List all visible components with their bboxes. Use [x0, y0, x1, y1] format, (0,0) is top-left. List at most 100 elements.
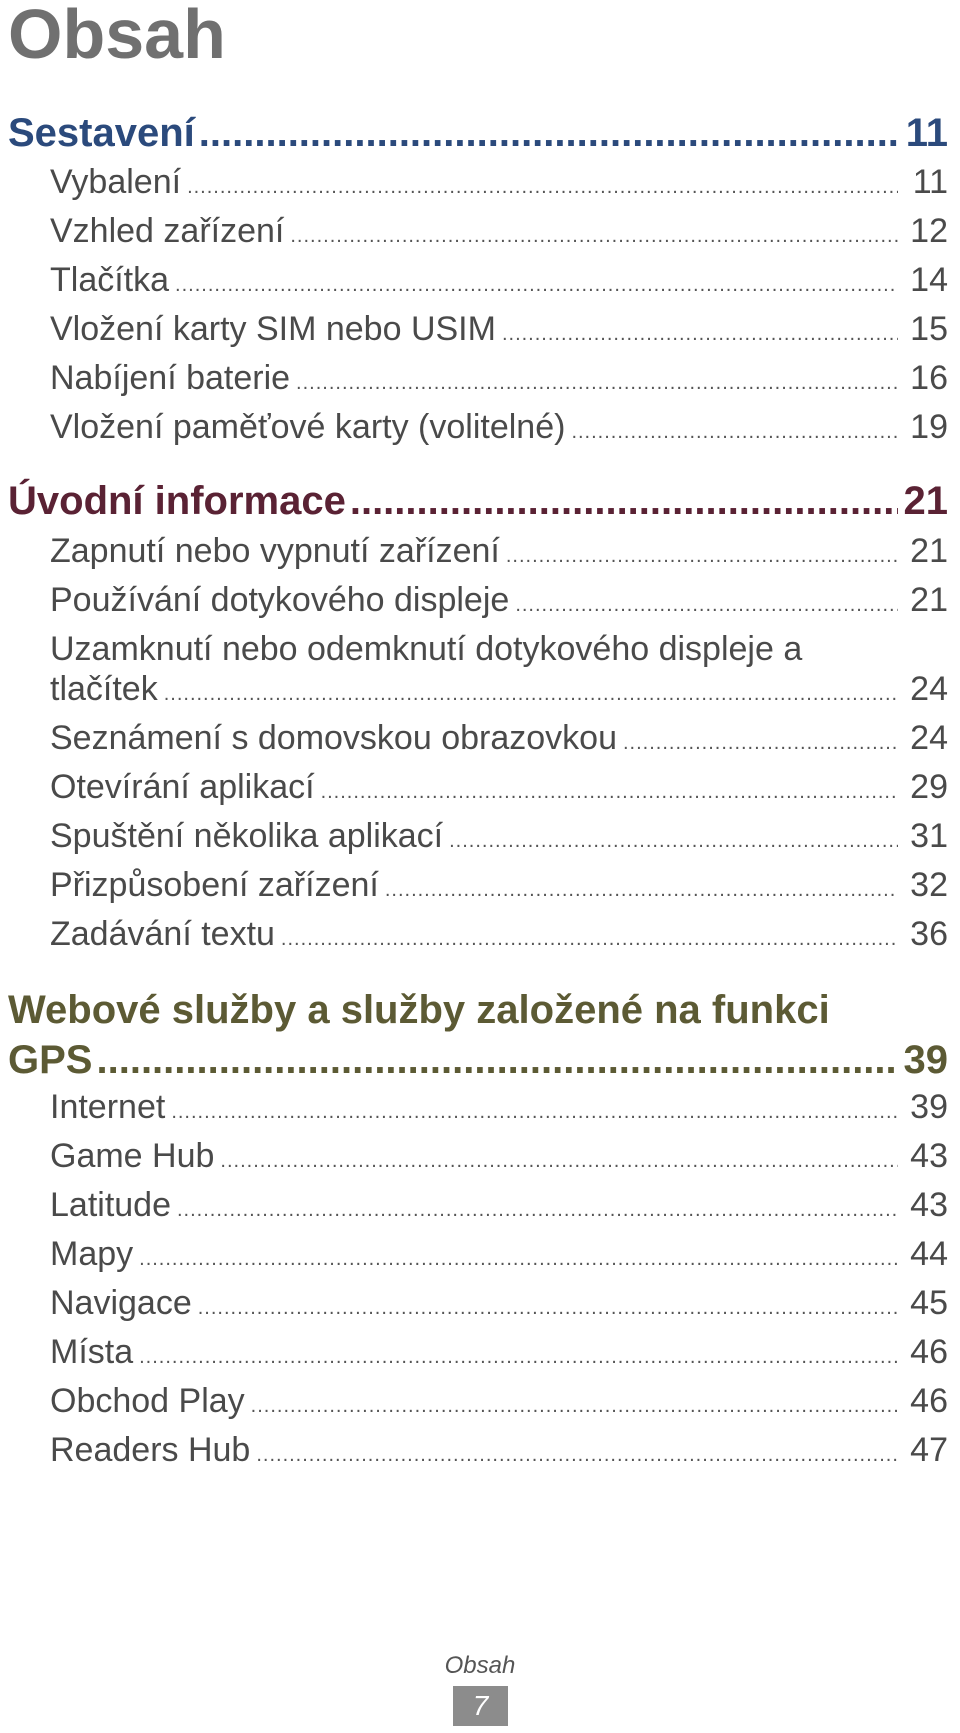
entry-page: 43 [910, 1137, 948, 1175]
dot-leader [251, 1384, 898, 1428]
dot-leader [96, 1035, 897, 1085]
footer-page-number: 7 [453, 1686, 508, 1726]
section-label: GPS [8, 1038, 93, 1082]
entry-label: Game Hub [50, 1137, 215, 1175]
entry-label: Vybalení [50, 163, 182, 201]
entry-label-line1: Uzamknutí nebo odemknutí dotykového disp… [50, 630, 803, 668]
entry-label: tlačítek [50, 670, 158, 708]
entry-label: Zapnutí nebo vypnutí zařízení [50, 532, 500, 570]
entry-page: 46 [910, 1382, 948, 1420]
entry-page: 29 [910, 768, 948, 806]
toc-entry[interactable]: Vzhled zařízení 12 [50, 209, 948, 258]
entry-page: 31 [910, 817, 948, 855]
dot-leader [449, 819, 898, 863]
section-page: 39 [903, 1038, 949, 1082]
entry-page: 21 [910, 581, 948, 619]
entry-label: Používání dotykového displeje [50, 581, 510, 619]
entry-page: 46 [910, 1333, 948, 1371]
entry-label: Spuštění několika aplikací [50, 817, 444, 855]
dot-leader [220, 1139, 898, 1183]
toc-entry[interactable]: Zapnutí nebo vypnutí zařízení 21 [50, 529, 948, 578]
toc-entry[interactable]: Game Hub 43 [50, 1134, 948, 1183]
toc-entry[interactable]: Spuštění několika aplikací 31 [50, 814, 948, 863]
section-label: Sestavení [8, 111, 195, 155]
entry-label: Vložení karty SIM nebo USIM [50, 310, 496, 348]
toc-entry[interactable]: Internet 39 [50, 1085, 948, 1134]
entry-page: 12 [910, 212, 948, 250]
dot-leader [290, 214, 898, 258]
toc-entry[interactable]: Mapy 44 [50, 1232, 948, 1281]
entry-page: 15 [910, 310, 948, 348]
entry-page: 44 [910, 1235, 948, 1273]
entry-label: Mapy [50, 1235, 134, 1273]
entry-label: Otevírání aplikací [50, 768, 315, 806]
dot-leader [187, 165, 898, 209]
entry-page: 16 [910, 359, 948, 397]
entry-page: 14 [910, 261, 948, 299]
entry-label: Místa [50, 1333, 134, 1371]
entry-page: 19 [910, 408, 948, 446]
dot-leader [199, 108, 900, 158]
toc-entry[interactable]: Otevírání aplikací 29 [50, 765, 948, 814]
dot-leader [571, 410, 898, 454]
entry-label: Zadávání textu [50, 915, 275, 953]
entry-label: Přizpůsobení zařízení [50, 866, 379, 904]
toc-entry[interactable]: Přizpůsobení zařízení 32 [50, 863, 948, 912]
dot-leader [256, 1433, 898, 1477]
entry-page: 24 [910, 670, 948, 708]
entry-label: Vzhled zařízení [50, 212, 285, 250]
footer-section-name: Obsah [444, 1652, 516, 1679]
dot-leader [198, 1286, 898, 1330]
page-title: Obsah [8, 0, 226, 73]
entry-label: Obchod Play [50, 1382, 245, 1420]
dot-leader [171, 1090, 898, 1134]
toc-entry[interactable]: Vložení paměťové karty (volitelné) 19 [50, 405, 948, 454]
entry-label: Seznámení s domovskou obrazovkou [50, 719, 617, 757]
toc-entry[interactable]: Nabíjení baterie 16 [50, 356, 948, 405]
toc-entry[interactable]: Zadávání textu 36 [50, 912, 948, 961]
toc-entry[interactable]: Obchod Play 46 [50, 1379, 948, 1428]
dot-leader [350, 476, 898, 526]
dot-leader [139, 1335, 898, 1379]
toc-entry[interactable]: Uzamknutí nebo odemknutí dotykového disp… [50, 627, 948, 716]
dot-leader [139, 1237, 898, 1281]
entry-label: Internet [50, 1088, 166, 1126]
entry-page: 45 [910, 1284, 948, 1322]
entry-label: Nabíjení baterie [50, 359, 291, 397]
toc-entry[interactable]: Seznámení s domovskou obrazovkou 24 [50, 716, 948, 765]
dot-leader [506, 534, 898, 578]
toc-section-uvodni-informace[interactable]: Úvodní informace 21 [8, 476, 948, 526]
toc-entry[interactable]: Místa 46 [50, 1330, 948, 1379]
dot-leader [515, 583, 898, 627]
entry-page: 24 [910, 719, 948, 757]
entry-page: 32 [910, 866, 948, 904]
entry-label: Latitude [50, 1186, 171, 1224]
dot-leader [164, 672, 898, 716]
dot-leader [281, 917, 898, 961]
dot-leader [623, 721, 898, 765]
toc-entry[interactable]: Vybalení 11 [50, 160, 948, 209]
entry-page: 11 [912, 163, 948, 201]
entry-label: Navigace [50, 1284, 192, 1322]
section-label: Úvodní informace [8, 479, 346, 523]
dot-leader [385, 868, 898, 912]
toc-section-sestaveni[interactable]: Sestavení 11 [8, 108, 948, 158]
entry-label: Tlačítka [50, 261, 170, 299]
toc-entry[interactable]: Vložení karty SIM nebo USIM 15 [50, 307, 948, 356]
toc-entry[interactable]: Tlačítka 14 [50, 258, 948, 307]
toc-entry[interactable]: Readers Hub 47 [50, 1428, 948, 1477]
entry-page: 39 [910, 1088, 948, 1126]
entry-label: Vložení paměťové karty (volitelné) [50, 408, 566, 446]
section-label-line1: Webové služby a služby založené na funkc… [8, 988, 830, 1032]
toc-entry[interactable]: Navigace 45 [50, 1281, 948, 1330]
dot-leader [502, 312, 898, 356]
toc-section-webove-sluzby[interactable]: Webové služby a služby založené na funkc… [8, 985, 948, 1085]
entry-page: 36 [910, 915, 948, 953]
toc-entry[interactable]: Používání dotykového displeje 21 [50, 578, 948, 627]
entry-page: 47 [910, 1431, 948, 1469]
dot-leader [321, 770, 898, 814]
dot-leader [175, 263, 898, 307]
toc-entry[interactable]: Latitude 43 [50, 1183, 948, 1232]
section-page: 11 [905, 111, 948, 155]
dot-leader [296, 361, 898, 405]
